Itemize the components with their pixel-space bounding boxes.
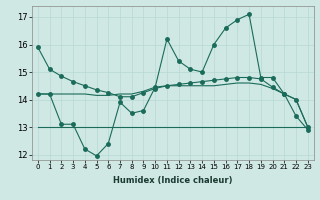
X-axis label: Humidex (Indice chaleur): Humidex (Indice chaleur) [113,176,233,185]
